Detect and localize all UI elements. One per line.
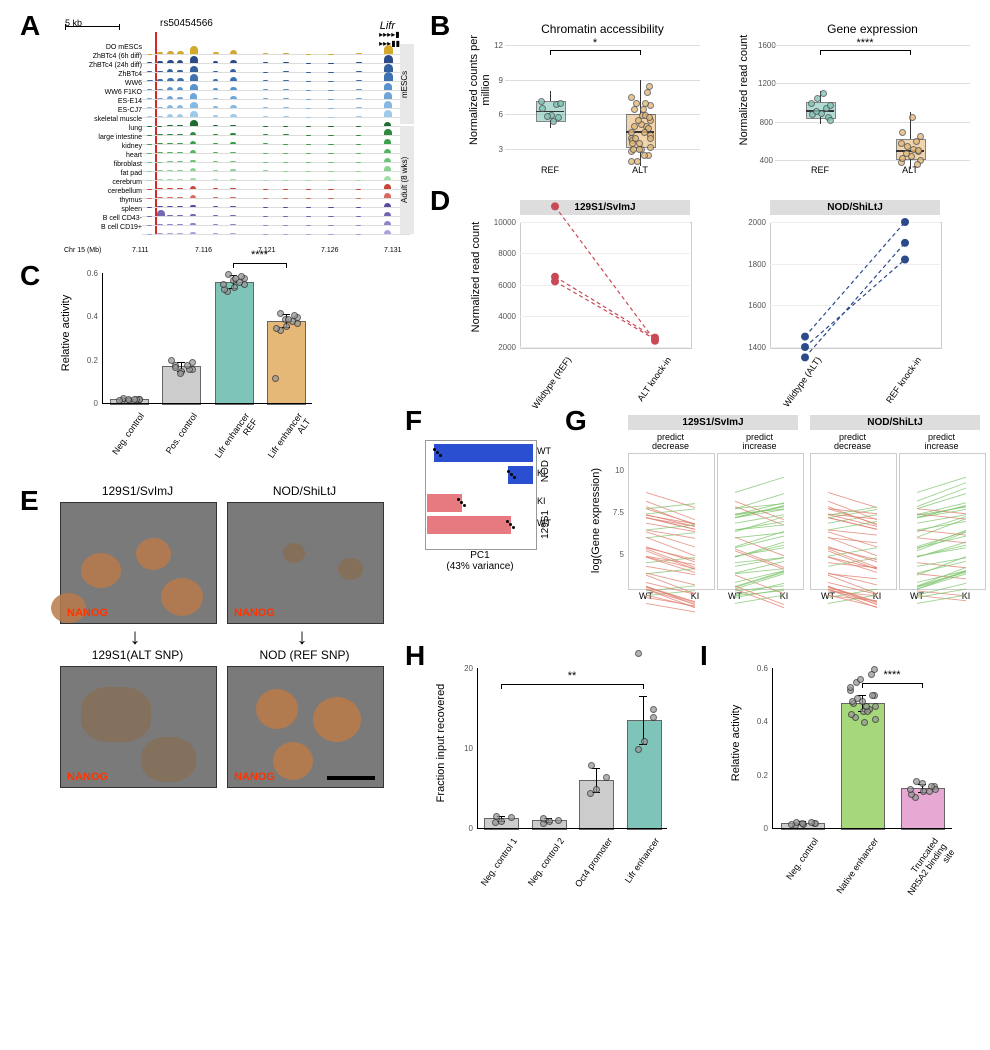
- panel-F: NODWTKI129S1KIWTPC1(43% variance): [420, 430, 560, 620]
- label-H: H: [405, 640, 425, 672]
- group-adult: Adult (8 wks): [400, 126, 414, 234]
- label-I: I: [700, 640, 708, 672]
- snp-label: rs50454566: [160, 18, 213, 29]
- label-D: D: [430, 185, 450, 217]
- panel-G: log(Gene expression)57.510129S1/SvImJpre…: [590, 415, 970, 630]
- panel-D: Normalized read count129S1/SvImJ20004000…: [470, 200, 970, 390]
- panel-A-tracks: 5 kb rs50454566 Lifr ▸▸▸▸▮▸▸▸▮▮ DO mESCs…: [60, 22, 410, 247]
- label-B: B: [430, 10, 450, 42]
- label-C: C: [20, 260, 40, 292]
- group-mescs: mESCs: [400, 44, 414, 124]
- figure-panel: A B C D E F G H I 5 kb rs50454566 Lifr ▸…: [10, 10, 980, 1040]
- panel-I: Relative activity00.20.40.6Neg. controlN…: [730, 660, 970, 950]
- panel-H: Fraction input recovered01020Neg. contro…: [435, 660, 685, 950]
- label-E: E: [20, 485, 39, 517]
- label-G: G: [565, 405, 587, 437]
- label-A: A: [20, 10, 40, 42]
- panel-C: Relative activity00.20.40.6Neg. controlP…: [60, 265, 340, 485]
- panel-B: Chromatin accessibility Normalized count…: [470, 20, 970, 185]
